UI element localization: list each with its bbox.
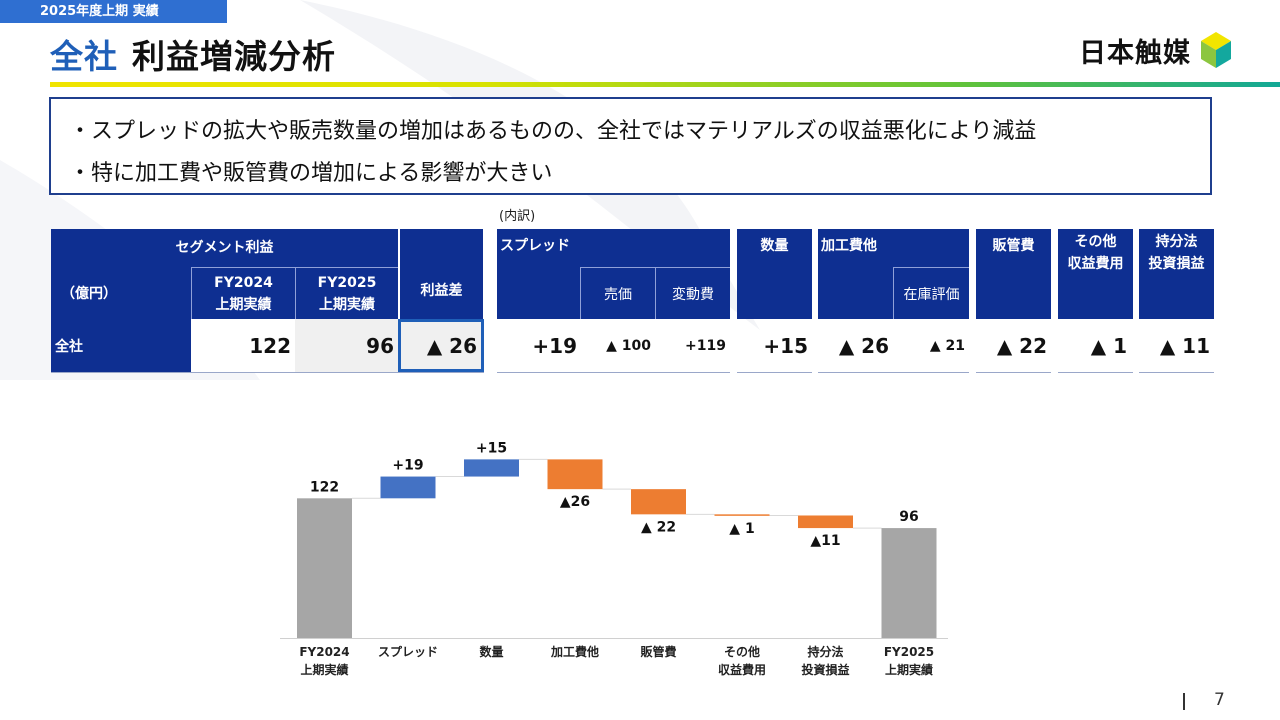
category-label-1-0: スプレッド <box>378 644 438 659</box>
category-label-6-1: 投資損益 <box>801 662 849 677</box>
bar-0 <box>297 498 352 638</box>
other-value: ▲ 1 <box>1090 333 1127 358</box>
summary-box: ・スプレッドの拡大や販売数量の増加はあるものの、全社ではマテリアルズの収益悪化に… <box>49 97 1212 195</box>
page-title: 全社 利益増減分析 <box>50 30 336 78</box>
profit-diff-value: ▲ 26 <box>398 319 484 372</box>
data-label-6: ▲11 <box>810 533 840 549</box>
row-underline <box>737 372 812 373</box>
spread-value: +19 <box>532 333 577 358</box>
variable-cost-value: +119 <box>685 337 726 354</box>
fy2024-value: 122 <box>191 319 295 372</box>
fy2024-header-line2: 上期実績 <box>215 296 272 313</box>
data-label-7: 96 <box>899 509 918 525</box>
row-underline <box>1058 372 1133 373</box>
company-logo: 日本触媒 <box>1079 30 1233 70</box>
page-separator <box>1183 693 1185 710</box>
bar-1 <box>380 476 436 499</box>
summary-line-1: ・スプレッドの拡大や販売数量の増加はあるものの、全社ではマテリアルズの収益悪化に… <box>69 119 1037 144</box>
bar-3 <box>547 459 603 490</box>
volume-header: 数量 <box>737 229 812 319</box>
category-label-2-0: 数量 <box>479 644 503 659</box>
bar-6 <box>798 515 853 529</box>
bar-2 <box>464 459 519 477</box>
other-header-line2: 収益費用 <box>1067 256 1124 272</box>
data-label-3: ▲26 <box>560 494 590 510</box>
fy2025-header-line2: 上期実績 <box>319 296 375 313</box>
fy2025-header-line1: FY2025 <box>317 274 377 291</box>
sga-header: 販管費 <box>976 229 1051 319</box>
price-value: ▲ 100 <box>606 337 651 354</box>
segment-profit-header: セグメント利益 <box>51 229 398 267</box>
category-label-0-1: 上期実績 <box>300 662 348 677</box>
row-underline <box>818 372 969 373</box>
data-label-5: ▲ 1 <box>729 521 754 537</box>
category-label-5-0: その他 <box>724 644 760 659</box>
data-label-4: ▲ 22 <box>641 519 676 535</box>
inventory-valuation-value: ▲ 21 <box>929 337 965 354</box>
processing-cost-value: ▲ 26 <box>838 333 889 358</box>
category-label-5-1: 収益費用 <box>718 662 766 677</box>
row-label-company: 全社 <box>51 319 191 372</box>
equity-method-value: ▲ 11 <box>1159 333 1210 358</box>
other-header: その他 収益費用 <box>1058 229 1133 319</box>
fy2025-header: FY2025 上期実績 <box>295 267 398 319</box>
data-label-0: 122 <box>310 479 339 495</box>
waterfall-chart: 122 FY2024 上期実績 +19 スプレッド +15 数量 ▲26 加工費他 ▲ 22 販管費… <box>280 440 948 677</box>
row-underline <box>976 372 1051 373</box>
bar-5 <box>714 514 770 516</box>
fy2024-header-line1: FY2024 <box>214 274 273 291</box>
data-label-2: +15 <box>476 440 507 456</box>
equity-method-header: 持分法 投資損益 <box>1139 229 1214 319</box>
page-number: 7 <box>1214 690 1225 710</box>
category-label-7-0: FY2025 <box>884 645 934 659</box>
category-label-3-0: 加工費他 <box>550 644 599 659</box>
bar-7 <box>881 528 937 638</box>
period-tag: 2025年度上期 実績 <box>0 0 227 23</box>
equity-header-line2: 投資損益 <box>1148 256 1205 272</box>
category-label-4-0: 販管費 <box>640 644 676 659</box>
title-main: 利益増減分析 <box>132 37 336 76</box>
logo-mark-icon <box>1201 32 1231 68</box>
summary-line-2: ・特に加工費や販管費の増加による影響が大きい <box>69 161 553 186</box>
sga-value: ▲ 22 <box>996 333 1047 358</box>
row-underline <box>497 372 730 373</box>
bar-4 <box>631 489 686 515</box>
logo-text: 日本触媒 <box>1079 37 1191 69</box>
variable-cost-subheader: 変動費 <box>655 267 730 319</box>
category-label-7-1: 上期実績 <box>885 662 933 677</box>
row-underline <box>51 372 484 373</box>
unit-label: （億円） <box>51 267 191 319</box>
category-label-6-0: 持分法 <box>807 644 843 659</box>
breakdown-label: (内訳) <box>499 209 536 224</box>
data-label-1: +19 <box>392 458 423 474</box>
title-accent: 全社 <box>50 37 118 76</box>
category-label-0-0: FY2024 <box>299 645 349 659</box>
volume-value: +15 <box>763 333 808 358</box>
equity-header-line1: 持分法 <box>1155 234 1198 250</box>
title-rule <box>50 82 1280 87</box>
other-header-line1: その他 <box>1074 234 1117 250</box>
fy2024-header: FY2024 上期実績 <box>191 267 295 319</box>
inventory-valuation-subheader: 在庫評価 <box>893 267 969 319</box>
row-underline <box>1139 372 1214 373</box>
price-subheader: 売価 <box>580 267 655 319</box>
profit-diff-header: 利益差 <box>400 229 483 319</box>
fy2025-value: 96 <box>295 319 398 372</box>
